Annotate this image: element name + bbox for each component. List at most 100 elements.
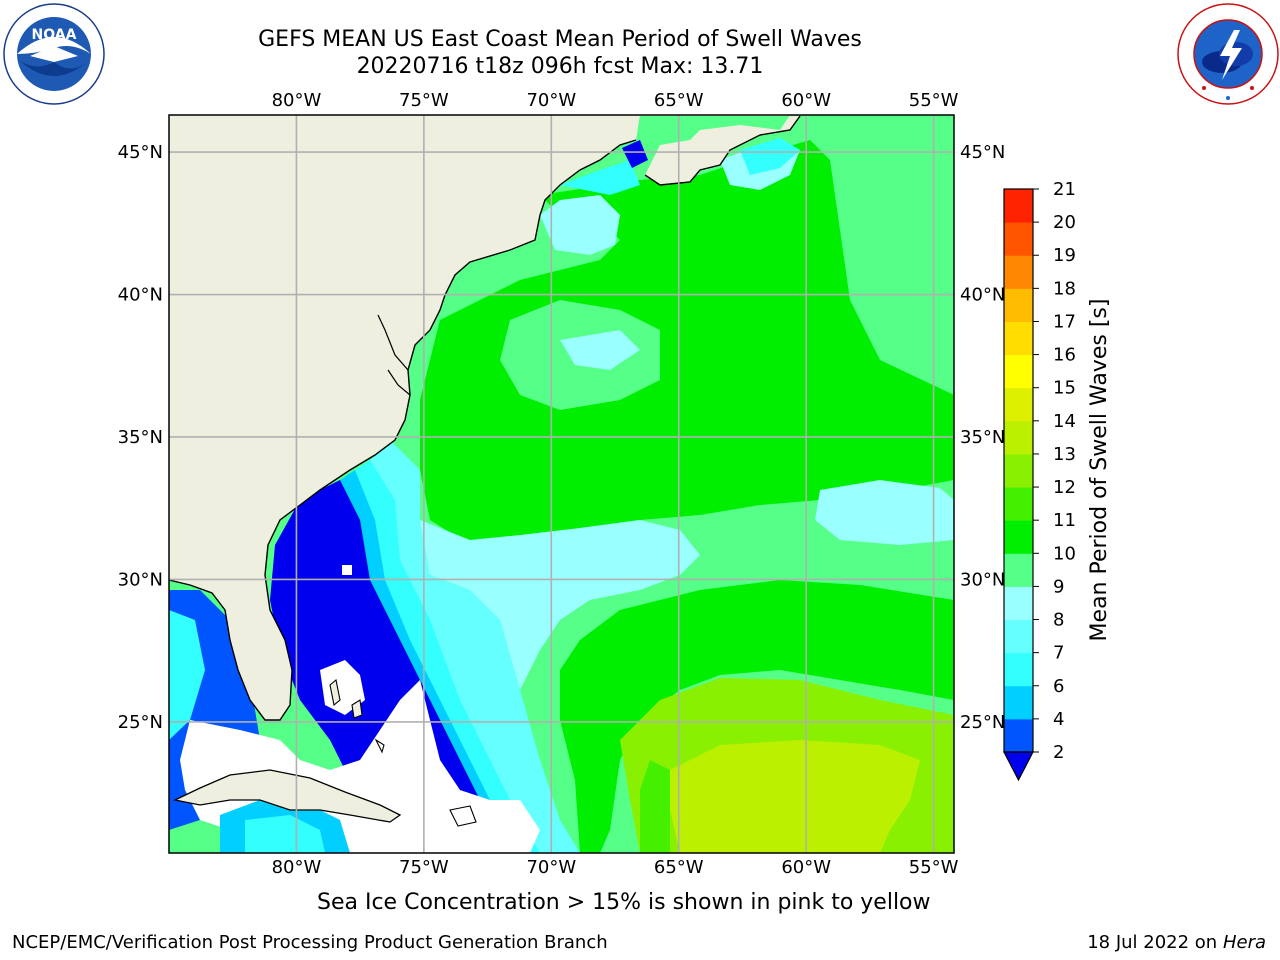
coastline-bahamas [329, 678, 477, 827]
coastline-cuba [172, 769, 402, 823]
colorbar-tick-4: 8 [1053, 610, 1064, 631]
lat-tick-left-0: 45°N [118, 142, 163, 163]
colorbar-tick-5: 9 [1053, 576, 1064, 597]
lon-tick-top-0: 80°W [272, 90, 322, 111]
land-bahamas [330, 680, 362, 718]
lon-tick-top-2: 70°W [526, 90, 576, 111]
lon-tick-bottom-2: 70°W [526, 857, 576, 878]
swell-contour-6s-nova-scotia [740, 138, 800, 175]
lat-tick-left-1: 40°N [118, 285, 163, 306]
chart-title: GEFS MEAN US East Coast Mean Period of S… [258, 27, 862, 52]
colorbar-tick-3: 7 [1053, 643, 1064, 664]
lat-tick-right-1: 40°N [960, 285, 1005, 306]
colorbar-tick-12: 16 [1053, 345, 1076, 366]
colorbar-segment-10 [1004, 387, 1033, 422]
colorbar-tick-17: 21 [1053, 179, 1076, 200]
swell-contour-8s-gulf-of-maine [540, 195, 620, 255]
swell-contour-10s-north [420, 140, 954, 545]
swell-contour-8s-band [410, 520, 700, 690]
colorbar-tick-8: 12 [1053, 477, 1076, 498]
colorbar-tick-2: 6 [1053, 676, 1064, 697]
lon-tick-bottom-3: 65°W [654, 857, 704, 878]
map-gridlines [169, 115, 954, 853]
colorbar-extend-arrow [1003, 751, 1034, 782]
colorbar: 2 4 6 7 8 9 10 11 12 13 14 15 16 17 18 19 20 21 [1003, 179, 1076, 782]
map-area [169, 115, 954, 853]
colorbar-tick-0: 2 [1053, 742, 1064, 763]
footer-credit: NCEP/EMC/Verification Post Processing Pr… [12, 932, 608, 953]
swell-contour-2s-shelf [270, 480, 500, 853]
colorbar-segment-3 [1004, 619, 1033, 654]
colorbar-tick-14: 18 [1053, 278, 1076, 299]
colorbar-segment-4 [1004, 586, 1033, 621]
swell-contour-11s-bright [640, 760, 670, 853]
colorbar-segment-8 [1004, 453, 1033, 488]
swell-contour-9s-north-east [840, 120, 954, 390]
lon-tick-bottom-4: 60°W [781, 857, 831, 878]
lon-tick-bottom-5: 55°W [909, 857, 959, 878]
lat-tick-right-0: 45°N [960, 142, 1005, 163]
swell-contour-13s [670, 740, 920, 853]
noaa-logo: NOAA [3, 3, 105, 105]
colorbar-segment-12 [1004, 321, 1033, 356]
lon-tick-top-1: 75°W [399, 90, 449, 111]
colorbar-segment-9 [1004, 420, 1033, 455]
lat-tick-right-2: 35°N [960, 427, 1005, 448]
colorbar-tick-10: 14 [1053, 411, 1076, 432]
colorbar-segment-6 [1004, 520, 1033, 554]
colorbar-segment-16 [1004, 189, 1033, 223]
colorbar-label: Mean Period of Swell Waves [s] [1087, 299, 1112, 642]
lon-tick-top-3: 65°W [654, 90, 704, 111]
land-north-america [169, 115, 800, 720]
sea-ice-note: Sea Ice Concentration > 15% is shown in … [317, 890, 931, 915]
missing-data-spot [342, 565, 352, 575]
map-tick-labels: 80°W 80°W 75°W 75°W 70°W 70°W 65°W 65°W 60°W 60°W… [118, 90, 1006, 878]
lat-tick-left-4: 25°N [118, 712, 163, 733]
swell-contour-6s-gulf [169, 610, 205, 740]
nws-logo [1177, 3, 1279, 105]
colorbar-tick-9: 13 [1053, 444, 1076, 465]
colorbar-tick-15: 19 [1053, 245, 1076, 266]
coastline-chesapeake [377, 314, 411, 396]
colorbar-tick-13: 17 [1053, 311, 1076, 332]
coastline-east [169, 139, 637, 721]
colorbar-segment-2 [1004, 652, 1033, 687]
footer-date-text: 18 Jul 2022 on [1087, 932, 1223, 953]
noaa-logo-icon: NOAA [3, 3, 105, 105]
swell-contour-10s-south [560, 580, 954, 853]
colorbar-segment-1 [1004, 685, 1033, 720]
colorbar-tick-1: 4 [1053, 709, 1064, 730]
nws-logo-icon [1177, 3, 1279, 105]
footer-date: 18 Jul 2022 on Hera [1087, 932, 1266, 953]
lon-tick-bottom-0: 80°W [272, 857, 322, 878]
colorbar-tick-7: 11 [1053, 510, 1076, 531]
swell-contour-7s-coastal [340, 440, 580, 853]
lat-tick-right-3: 30°N [960, 569, 1005, 590]
colorbar-tick-16: 20 [1053, 212, 1076, 233]
colorbar-segment-0 [1004, 718, 1033, 753]
swell-contour-8s-patch-mid [560, 330, 640, 370]
swell-contour-8s-east [815, 480, 954, 545]
colorbar-segment-14 [1004, 255, 1033, 289]
chart-subtitle-run: 20220716 t18z 096h fcst Max: 13.71 [356, 54, 764, 79]
noaa-logo-text: NOAA [32, 27, 77, 43]
land-cuba [175, 770, 400, 822]
colorbar-tick-6: 10 [1053, 543, 1076, 564]
colorbar-tick-11: 15 [1053, 378, 1076, 399]
swell-contour-2s-bay-of-fundy [622, 140, 648, 168]
swell-contour-6s-caribbean [245, 815, 325, 853]
footer-machine-name: Hera [1222, 932, 1266, 953]
colorbar-segment-11 [1004, 354, 1033, 389]
missing-data-bahamas-north [320, 660, 365, 715]
colorbar-segment-7 [1004, 487, 1033, 521]
lon-tick-bottom-1: 75°W [399, 857, 449, 878]
lat-tick-right-4: 25°N [960, 712, 1005, 733]
lat-tick-left-3: 30°N [118, 569, 163, 590]
colorbar-segment-13 [1004, 288, 1033, 322]
colorbar-segment-5 [1004, 553, 1033, 587]
swell-contour-6s-gulf-of-maine [560, 160, 640, 195]
lat-tick-left-2: 35°N [118, 427, 163, 448]
colorbar-segment-15 [1004, 222, 1033, 256]
lon-tick-top-5: 55°W [909, 90, 959, 111]
